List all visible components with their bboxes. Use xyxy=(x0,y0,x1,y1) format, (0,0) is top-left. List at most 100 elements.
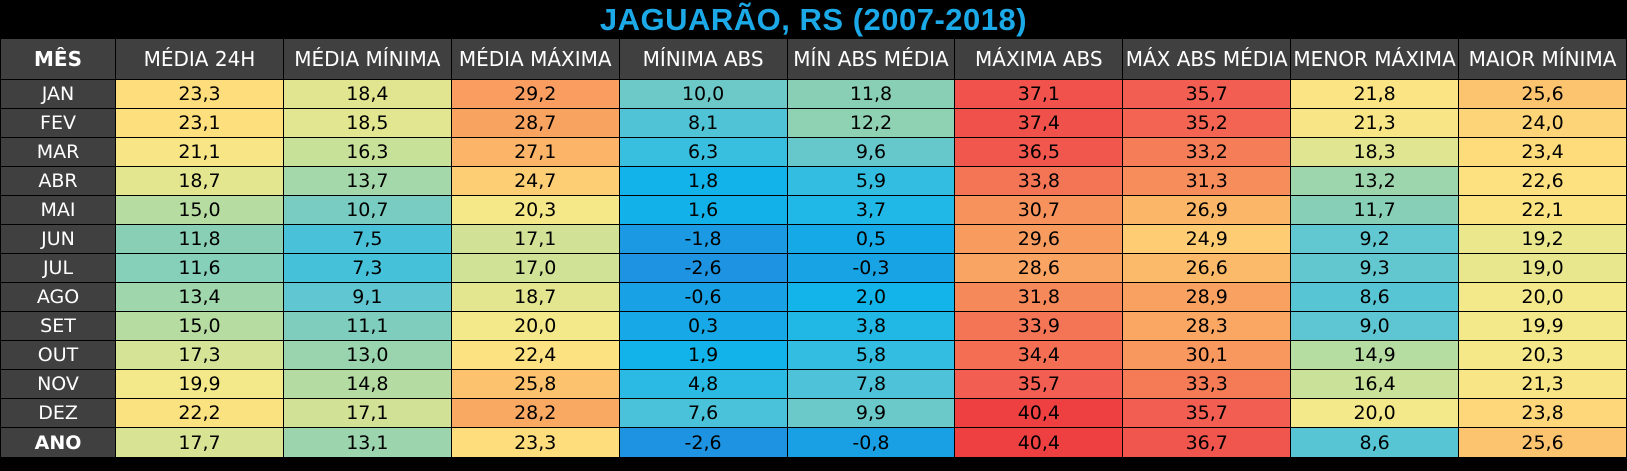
cell-min-abs-media: 7,8 xyxy=(786,369,956,399)
cell-menor-maxima: 8,6 xyxy=(1290,427,1460,458)
cell-media-maxima: 28,7 xyxy=(450,108,620,138)
cell-maior-minima: 25,6 xyxy=(1458,427,1627,458)
table-row-nov: NOV 19,9 14,8 25,8 4,8 7,8 35,7 33,3 16,4 21,3 xyxy=(0,369,1627,399)
cell-media-minima: 11,1 xyxy=(282,311,452,341)
cell-menor-maxima: 18,3 xyxy=(1290,137,1460,167)
cell-min-abs-media: 3,8 xyxy=(786,311,956,341)
cell-media-maxima: 25,8 xyxy=(450,369,620,399)
cell-menor-maxima: 14,9 xyxy=(1290,340,1460,370)
cell-maior-minima: 22,6 xyxy=(1458,166,1627,196)
cell-min-abs-media: 12,2 xyxy=(786,108,956,138)
col-header-media-24h: MÉDIA 24H xyxy=(115,38,284,80)
cell-maxima-abs: 31,8 xyxy=(954,282,1124,312)
cell-media-24h: 17,7 xyxy=(115,427,284,458)
cell-maior-minima: 20,0 xyxy=(1458,282,1627,312)
cell-minima-abs: -2,6 xyxy=(618,253,788,283)
cell-minima-abs: -0,6 xyxy=(618,282,788,312)
cell-minima-abs: 6,3 xyxy=(618,137,788,167)
cell-min-abs-media: -0,3 xyxy=(786,253,956,283)
cell-min-abs-media: 5,9 xyxy=(786,166,956,196)
cell-media-minima: 18,5 xyxy=(282,108,452,138)
chart-title: JAGUARÃO, RS (2007-2018) xyxy=(599,2,1028,37)
cell-min-abs-media: 9,9 xyxy=(786,398,956,428)
cell-max-abs-media: 33,3 xyxy=(1122,369,1292,399)
cell-media-minima: 13,0 xyxy=(282,340,452,370)
cell-media-minima: 14,8 xyxy=(282,369,452,399)
cell-media-24h: 21,1 xyxy=(115,137,284,167)
cell-maxima-abs: 33,8 xyxy=(954,166,1124,196)
col-header-min-abs-media: MÍN ABS MÉDIA xyxy=(786,38,956,80)
col-header-media-minima: MÉDIA MÍNIMA xyxy=(282,38,452,80)
cell-maxima-abs: 33,9 xyxy=(954,311,1124,341)
table-row-out: OUT 17,3 13,0 22,4 1,9 5,8 34,4 30,1 14,9 20,3 xyxy=(0,340,1627,370)
cell-max-abs-media: 33,2 xyxy=(1122,137,1292,167)
table-row-abr: ABR 18,7 13,7 24,7 1,8 5,9 33,8 31,3 13,2 22,6 xyxy=(0,166,1627,196)
cell-media-24h: 15,0 xyxy=(115,311,284,341)
cell-media-minima: 10,7 xyxy=(282,195,452,225)
cell-media-maxima: 18,7 xyxy=(450,282,620,312)
cell-max-abs-media: 24,9 xyxy=(1122,224,1292,254)
cell-media-maxima: 29,2 xyxy=(450,79,620,109)
row-label: NOV xyxy=(0,369,117,399)
cell-media-24h: 11,6 xyxy=(115,253,284,283)
cell-min-abs-media: 0,5 xyxy=(786,224,956,254)
cell-media-24h: 19,9 xyxy=(115,369,284,399)
table-row-fev: FEV 23,1 18,5 28,7 8,1 12,2 37,4 35,2 21,3 24,0 xyxy=(0,108,1627,138)
cell-minima-abs: 0,3 xyxy=(618,311,788,341)
row-label: FEV xyxy=(0,108,117,138)
cell-media-minima: 9,1 xyxy=(282,282,452,312)
col-header-menor-maxima: MENOR MÁXIMA xyxy=(1290,38,1460,80)
col-header-maior-minima: MAIOR MÍNIMA xyxy=(1458,38,1627,80)
cell-media-24h: 17,3 xyxy=(115,340,284,370)
cell-media-maxima: 27,1 xyxy=(450,137,620,167)
cell-maxima-abs: 28,6 xyxy=(954,253,1124,283)
col-header-max-abs-media: MÁX ABS MÉDIA xyxy=(1122,38,1292,80)
col-header-mes: MÊS xyxy=(0,38,117,80)
row-label: ANO xyxy=(0,427,117,458)
col-header-minima-abs: MÍNIMA ABS xyxy=(618,38,788,80)
cell-media-minima: 18,4 xyxy=(282,79,452,109)
cell-maior-minima: 19,0 xyxy=(1458,253,1627,283)
cell-maxima-abs: 40,4 xyxy=(954,398,1124,428)
table-row-mar: MAR 21,1 16,3 27,1 6,3 9,6 36,5 33,2 18,3 23,4 xyxy=(0,137,1627,167)
cell-minima-abs: 8,1 xyxy=(618,108,788,138)
cell-media-maxima: 24,7 xyxy=(450,166,620,196)
table-row-set: SET 15,0 11,1 20,0 0,3 3,8 33,9 28,3 9,0 19,9 xyxy=(0,311,1627,341)
cell-minima-abs: 1,9 xyxy=(618,340,788,370)
row-label: ABR xyxy=(0,166,117,196)
table-row-ago: AGO 13,4 9,1 18,7 -0,6 2,0 31,8 28,9 8,6 20,0 xyxy=(0,282,1627,312)
cell-maxima-abs: 34,4 xyxy=(954,340,1124,370)
cell-media-minima: 13,7 xyxy=(282,166,452,196)
cell-maior-minima: 23,4 xyxy=(1458,137,1627,167)
table-row-jan: JAN 23,3 18,4 29,2 10,0 11,8 37,1 35,7 21,8 25,6 xyxy=(0,79,1627,109)
cell-max-abs-media: 26,9 xyxy=(1122,195,1292,225)
cell-maxima-abs: 29,6 xyxy=(954,224,1124,254)
cell-maior-minima: 21,3 xyxy=(1458,369,1627,399)
header-row: MÊS MÉDIA 24H MÉDIA MÍNIMA MÉDIA MÁXIMA MÍNI… xyxy=(0,38,1627,80)
row-label: MAR xyxy=(0,137,117,167)
cell-minima-abs: 10,0 xyxy=(618,79,788,109)
table-row-jul: JUL 11,6 7,3 17,0 -2,6 -0,3 28,6 26,6 9,3 19,0 xyxy=(0,253,1627,283)
cell-max-abs-media: 28,9 xyxy=(1122,282,1292,312)
cell-max-abs-media: 28,3 xyxy=(1122,311,1292,341)
cell-min-abs-media: 3,7 xyxy=(786,195,956,225)
climate-table: MÊS MÉDIA 24H MÉDIA MÍNIMA MÉDIA MÁXIMA MÍNI… xyxy=(0,38,1627,458)
table-row-ano: ANO 17,7 13,1 23,3 -2,6 -0,8 40,4 36,7 8,6 25,6 xyxy=(0,427,1627,458)
col-header-media-maxima: MÉDIA MÁXIMA xyxy=(450,38,620,80)
row-label: DEZ xyxy=(0,398,117,428)
cell-menor-maxima: 13,2 xyxy=(1290,166,1460,196)
cell-media-minima: 13,1 xyxy=(282,427,452,458)
cell-max-abs-media: 36,7 xyxy=(1122,427,1292,458)
cell-max-abs-media: 35,7 xyxy=(1122,79,1292,109)
cell-media-24h: 15,0 xyxy=(115,195,284,225)
cell-max-abs-media: 35,2 xyxy=(1122,108,1292,138)
cell-media-minima: 17,1 xyxy=(282,398,452,428)
cell-media-maxima: 20,0 xyxy=(450,311,620,341)
cell-min-abs-media: 5,8 xyxy=(786,340,956,370)
cell-minima-abs: 7,6 xyxy=(618,398,788,428)
cell-menor-maxima: 20,0 xyxy=(1290,398,1460,428)
cell-menor-maxima: 16,4 xyxy=(1290,369,1460,399)
row-label: OUT xyxy=(0,340,117,370)
cell-media-24h: 13,4 xyxy=(115,282,284,312)
